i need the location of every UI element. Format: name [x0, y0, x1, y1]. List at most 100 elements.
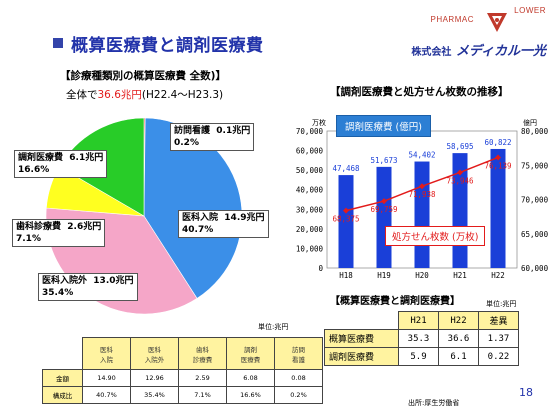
pie-label-dispensing-pct: 16.6% [18, 165, 50, 176]
left-axis-tick: 20,000 [296, 225, 324, 234]
bar-value-label: 51,673 [370, 156, 397, 165]
pie-label-dispensing: 調剤医療費 6.1兆円 16.6% [14, 150, 108, 179]
line-value-label: 76,139 [484, 161, 511, 170]
pie-label-inpatient: 医科入院 14.9兆円 40.7% [178, 210, 269, 239]
left-axis-tick: 60,000 [296, 147, 324, 156]
pie-label-outpatient-value: 13.0兆円 [93, 276, 134, 286]
bar-value-label: 54,402 [408, 151, 435, 160]
table2-cell: 36.6 [438, 329, 479, 348]
table1-cell: 6.08 [226, 369, 275, 387]
right-axis-unit: 億円 [523, 119, 537, 127]
table2-cell: 35.3 [398, 329, 439, 348]
bar-H18 [338, 175, 354, 268]
left-axis-tick: 50,000 [296, 166, 324, 175]
pie-label-dental-name: 歯科診療費 [16, 222, 62, 232]
line-point-H20 [419, 183, 425, 190]
pie-label-outpatient-name: 医科入院外 [42, 276, 88, 286]
line-value-label: 69,759 [370, 205, 397, 214]
line-point-H19 [381, 198, 387, 205]
table1-corner [43, 338, 83, 370]
pie-label-dental: 歯科診療費 2.6兆円 7.1% [12, 219, 106, 248]
x-axis-tick: H21 [453, 271, 467, 280]
callout-prescription-count: 処方せん枚数 (万枚) [385, 226, 486, 246]
table1-cell: 35.4% [130, 386, 179, 404]
x-axis-tick: H19 [377, 271, 391, 280]
x-axis-tick: H18 [339, 271, 353, 280]
x-axis-tick: H20 [415, 271, 429, 280]
table2-col-diff: 差異 [478, 311, 519, 330]
breakdown-table: 医科 入院 医科 入院外 歯科 診療費 調剤 医療費 訪問 看護 金額 14.9… [42, 337, 323, 404]
right-axis-tick: 75,000 [521, 161, 549, 170]
pie-total-period: (H22.4～H23.3) [141, 89, 224, 101]
table2-cell: 0.22 [478, 347, 519, 366]
line-point-H18 [343, 207, 349, 214]
logo-text-lower: LOWER [514, 6, 546, 15]
pie-label-visit-nursing: 訪問看護 0.1兆円 0.2% [170, 123, 255, 152]
table1-row-label: 構成比 [42, 386, 83, 404]
table2-row-label: 調剤医療費 [324, 347, 399, 366]
table1-cell: 7.1% [178, 386, 227, 404]
left-axis-tick: 40,000 [296, 186, 324, 195]
line-point-H21 [457, 169, 463, 176]
table1-unit: 単位:兆円 [258, 323, 289, 331]
pie-label-outpatient: 医科入院外 13.0兆円 35.4% [38, 273, 138, 302]
pie-label-inpatient-value: 14.9兆円 [224, 213, 265, 223]
pie-label-visit-nursing-value: 0.1兆円 [216, 126, 251, 136]
callout-dispensing-cost: 調剤医療費 (億円) [336, 115, 431, 137]
left-axis-tick: 30,000 [296, 205, 324, 214]
table2-cell: 1.37 [478, 329, 519, 348]
table2-cell: 5.9 [398, 347, 439, 366]
table1-cell: 16.6% [226, 386, 275, 404]
company-logo-icon [487, 13, 507, 32]
line-value-label: 73,946 [446, 176, 474, 185]
table2-row-label: 概算医療費 [324, 329, 399, 348]
pie-label-dispensing-value: 6.1兆円 [69, 153, 104, 163]
page-title: 概算医療費と調剤医療費 [71, 36, 264, 56]
table1-cell: 0.08 [274, 369, 323, 387]
cost-comparison-table: H21 H22 差異 概算医療費 35.3 36.6 1.37 調剤医療費 5.… [324, 311, 519, 366]
source-note: 出所:厚生労働省 [408, 399, 460, 407]
left-axis-unit: 万枚 [312, 119, 326, 127]
pie-label-inpatient-pct: 40.7% [182, 225, 214, 236]
pie-heading: 【診療種類別の概算医療費 全数)】 [60, 70, 226, 82]
table2-col-h21: H21 [398, 311, 439, 330]
table2-unit: 単位:兆円 [486, 300, 517, 308]
pie-total: 全体で36.6兆円(H22.4～H23.3) [66, 87, 223, 102]
table1-col-header: 歯科 診療費 [178, 337, 227, 370]
logo-text-pharmac: PHARMAC [430, 15, 474, 24]
table2-cell: 6.1 [438, 347, 479, 366]
title-bullet [53, 38, 63, 48]
pie-label-visit-nursing-pct: 0.2% [174, 138, 199, 149]
company-name: 株式会社 メディカル一光 [411, 40, 546, 59]
right-axis-tick: 70,000 [521, 196, 549, 205]
company-prefix: 株式会社 [411, 47, 452, 58]
pie-label-dental-value: 2.6兆円 [67, 222, 102, 232]
table2-col-h22: H22 [438, 311, 479, 330]
bar-value-label: 47,468 [332, 164, 360, 173]
table1-cell: 12.96 [130, 369, 179, 387]
line-point-H22 [495, 154, 501, 161]
pie-total-value: 36.6兆円 [97, 89, 142, 101]
left-axis-tick: 0 [318, 264, 323, 273]
right-axis-tick: 65,000 [521, 230, 549, 239]
bar-H19 [376, 166, 392, 268]
table1-row-label: 金額 [42, 369, 83, 387]
bar-chart-heading: 【調剤医療費と処方せん枚数の推移】 [330, 86, 509, 98]
bar-value-label: 58,695 [446, 142, 473, 151]
x-axis-tick: H22 [491, 271, 505, 280]
pie-label-dental-pct: 7.1% [16, 234, 41, 245]
left-axis-tick: 70,000 [296, 127, 324, 136]
left-axis-tick: 10,000 [296, 244, 324, 253]
company-name-main: メディカル一光 [455, 44, 546, 59]
bar-H20 [414, 161, 430, 268]
table1-cell: 0.2% [274, 386, 323, 404]
line-value-label: 68,375 [332, 215, 359, 224]
pie-label-outpatient-pct: 35.4% [42, 288, 74, 299]
bar-value-label: 60,822 [484, 138, 511, 147]
page-number: 18 [519, 386, 533, 399]
table1-col-header: 訪問 看護 [274, 337, 323, 370]
table1-col-header: 医科 入院外 [130, 337, 179, 370]
pie-label-dispensing-name: 調剤医療費 [18, 153, 64, 163]
table1-cell: 2.59 [178, 369, 227, 387]
